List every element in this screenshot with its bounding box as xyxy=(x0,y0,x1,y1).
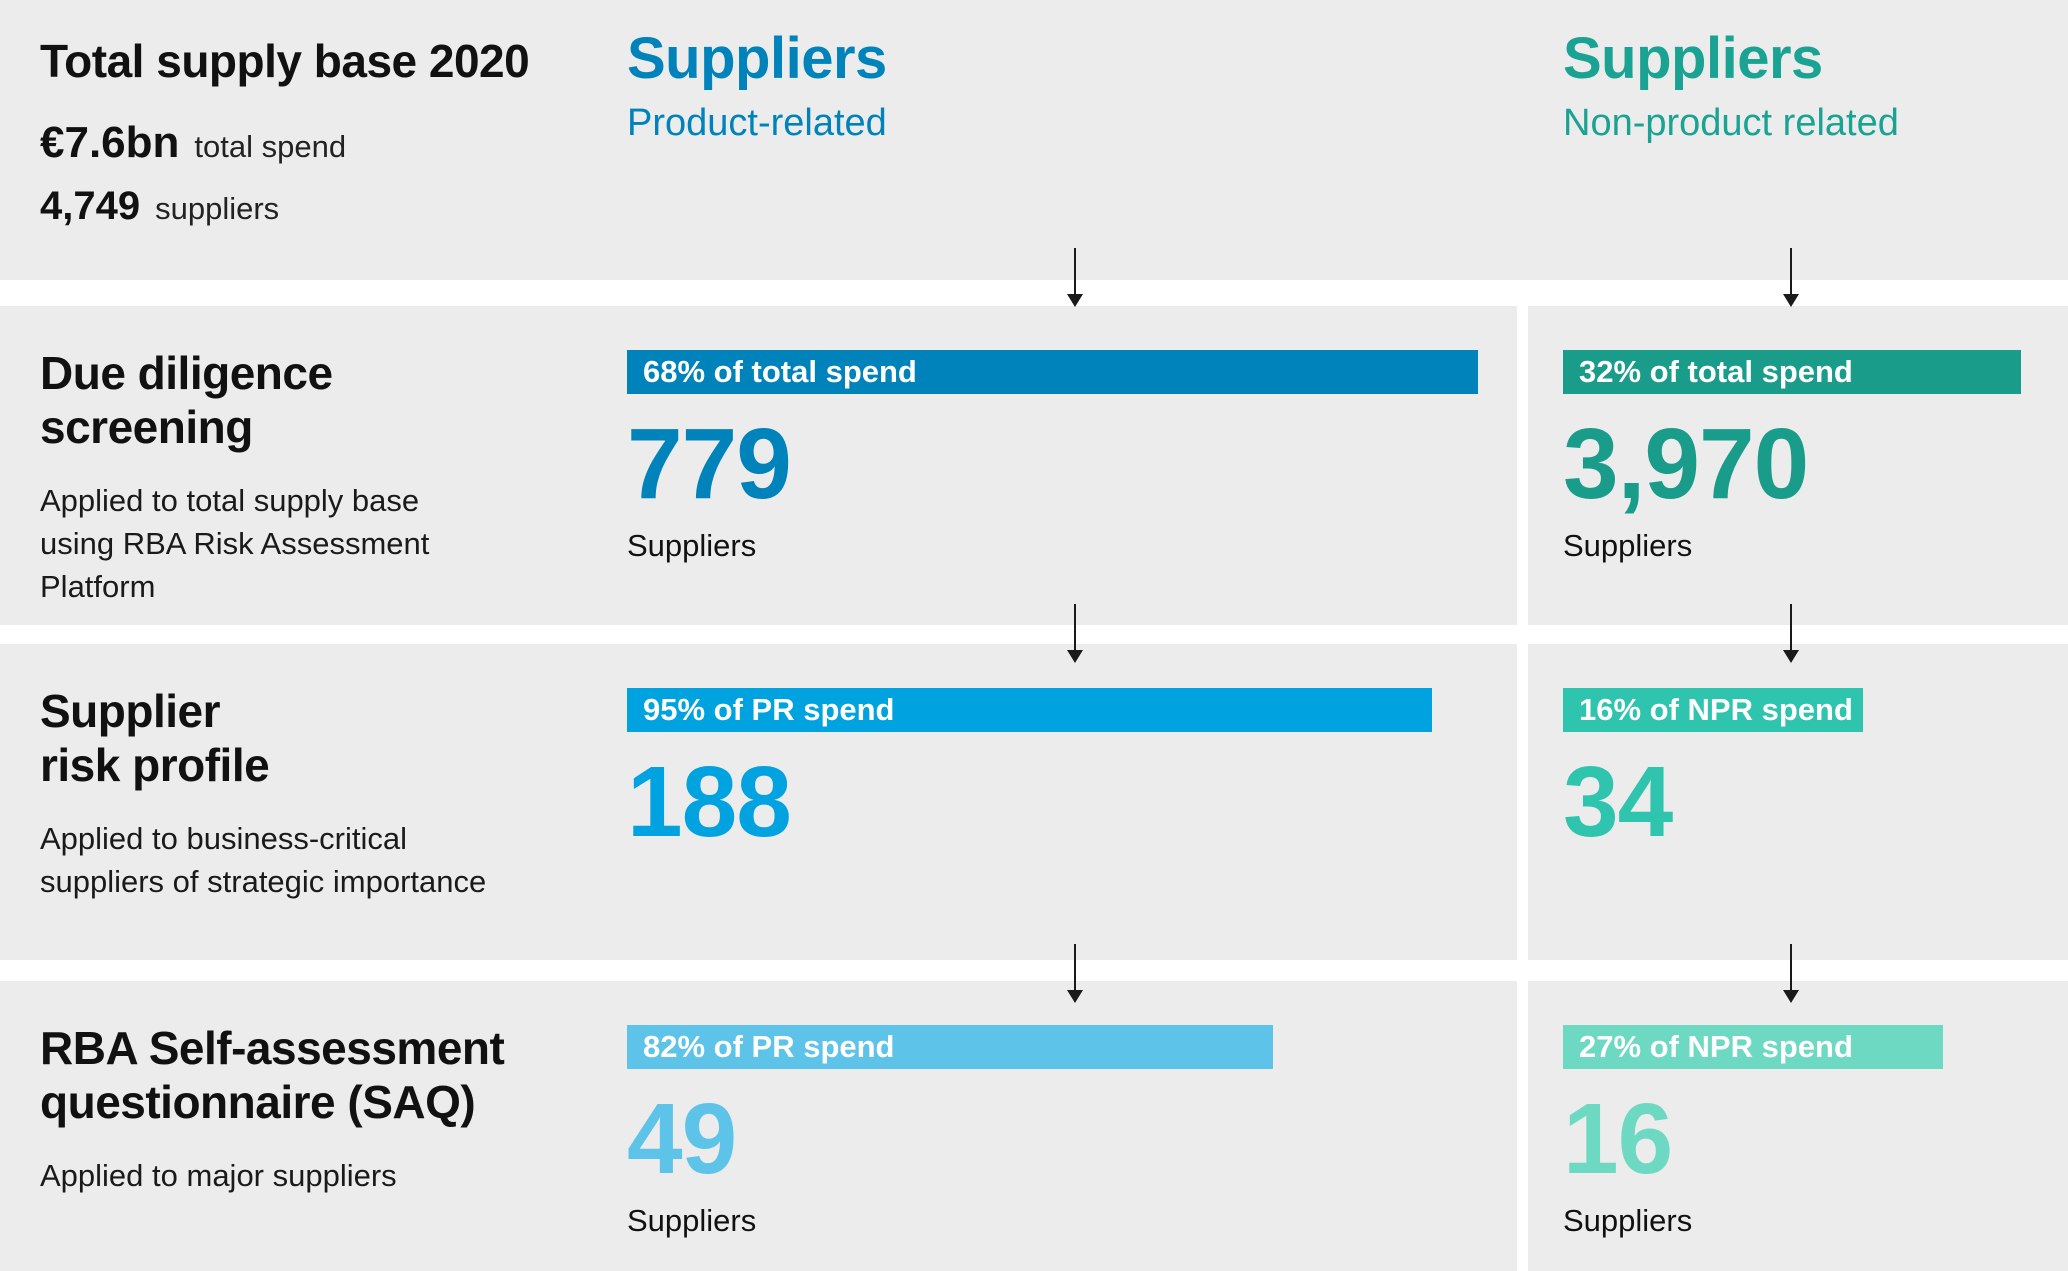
stage-product-cell: 95% of PR spend 188 xyxy=(627,688,1517,866)
spend-bar: 27% of NPR spend xyxy=(1563,1025,1943,1069)
total-spend-label: total spend xyxy=(194,129,347,164)
stage-info: Supplier risk profile Applied to busines… xyxy=(40,684,600,903)
suppliers-value: 188 xyxy=(627,746,792,858)
product-column-title: Suppliers xyxy=(627,26,887,91)
suppliers-value: 3,970 xyxy=(1563,408,1809,520)
suppliers-unit: Suppliers xyxy=(1563,1203,1693,1238)
stage-title: RBA Self-assessment questionnaire (SAQ) xyxy=(40,1022,505,1129)
suppliers-unit: Suppliers xyxy=(627,528,757,563)
spend-bar: 82% of PR spend xyxy=(627,1025,1274,1069)
stage-description: Applied to business-critical suppliers o… xyxy=(40,820,487,899)
down-arrow-icon xyxy=(1783,604,1799,666)
spend-bar-label: 95% of PR spend xyxy=(643,692,895,727)
spend-bar: 32% of total spend xyxy=(1563,350,2021,394)
down-arrow-icon xyxy=(1067,944,1083,1006)
spend-bar-label: 32% of total spend xyxy=(1579,354,1853,389)
spend-bar-label: 68% of total spend xyxy=(643,354,917,389)
summary-title: Total supply base 2020 xyxy=(40,35,530,87)
stage-non-product-cell: 16% of NPR spend 34 xyxy=(1563,688,2068,866)
stage-description: Applied to total supply base using RBA R… xyxy=(40,482,430,605)
stage-product-cell: 82% of PR spend 49 Suppliers xyxy=(627,1025,1517,1239)
spend-bar-label: 82% of PR spend xyxy=(643,1029,895,1064)
total-spend-value: €7.6bn xyxy=(40,118,180,167)
supplier-count: 4,749 suppliers xyxy=(40,184,600,229)
stage-panel-due-diligence: Due diligence screening Applied to total… xyxy=(0,306,2068,625)
non-product-column-subtitle: Non-product related xyxy=(1563,102,1899,144)
column-divider xyxy=(1517,306,1528,1271)
stage-panel-saq: RBA Self-assessment questionnaire (SAQ) … xyxy=(0,981,2068,1271)
spend-bar: 95% of PR spend xyxy=(627,688,1432,732)
supply-base-summary: Total supply base 2020 €7.6bn total spen… xyxy=(40,34,600,229)
down-arrow-icon xyxy=(1067,248,1083,310)
stage-non-product-cell: 27% of NPR spend 16 Suppliers xyxy=(1563,1025,2068,1239)
product-column-header: Suppliers Product-related xyxy=(627,30,887,145)
down-arrow-icon xyxy=(1783,248,1799,310)
down-arrow-icon xyxy=(1783,944,1799,1006)
spend-bar-label: 27% of NPR spend xyxy=(1579,1029,1853,1064)
down-arrow-icon xyxy=(1067,604,1083,666)
spend-bar-label: 16% of NPR spend xyxy=(1579,692,1853,727)
stage-info: RBA Self-assessment questionnaire (SAQ) … xyxy=(40,1021,600,1197)
suppliers-unit: Suppliers xyxy=(1563,528,1693,563)
header-panel: Total supply base 2020 €7.6bn total spen… xyxy=(0,0,2068,280)
spend-bar: 16% of NPR spend xyxy=(1563,688,1864,732)
supplier-count-value: 4,749 xyxy=(40,184,141,228)
suppliers-value: 34 xyxy=(1563,746,1673,858)
suppliers-unit: Suppliers xyxy=(627,1203,757,1238)
supplier-count-label: suppliers xyxy=(155,191,280,226)
stage-non-product-cell: 32% of total spend 3,970 Suppliers xyxy=(1563,350,2068,564)
suppliers-value: 49 xyxy=(627,1083,737,1195)
stage-title: Supplier risk profile xyxy=(40,685,270,792)
suppliers-value: 16 xyxy=(1563,1083,1673,1195)
stage-product-cell: 68% of total spend 779 Suppliers xyxy=(627,350,1517,564)
non-product-column-header: Suppliers Non-product related xyxy=(1563,30,1899,145)
stage-description: Applied to major suppliers xyxy=(40,1157,397,1193)
stage-info: Due diligence screening Applied to total… xyxy=(40,346,600,609)
stage-panel-risk-profile: Supplier risk profile Applied to busines… xyxy=(0,644,2068,960)
suppliers-value: 779 xyxy=(627,408,792,520)
spend-bar: 68% of total spend xyxy=(627,350,1478,394)
product-column-subtitle: Product-related xyxy=(627,102,887,144)
total-spend: €7.6bn total spend xyxy=(40,118,600,168)
non-product-column-title: Suppliers xyxy=(1563,26,1823,91)
stage-title: Due diligence screening xyxy=(40,347,333,454)
